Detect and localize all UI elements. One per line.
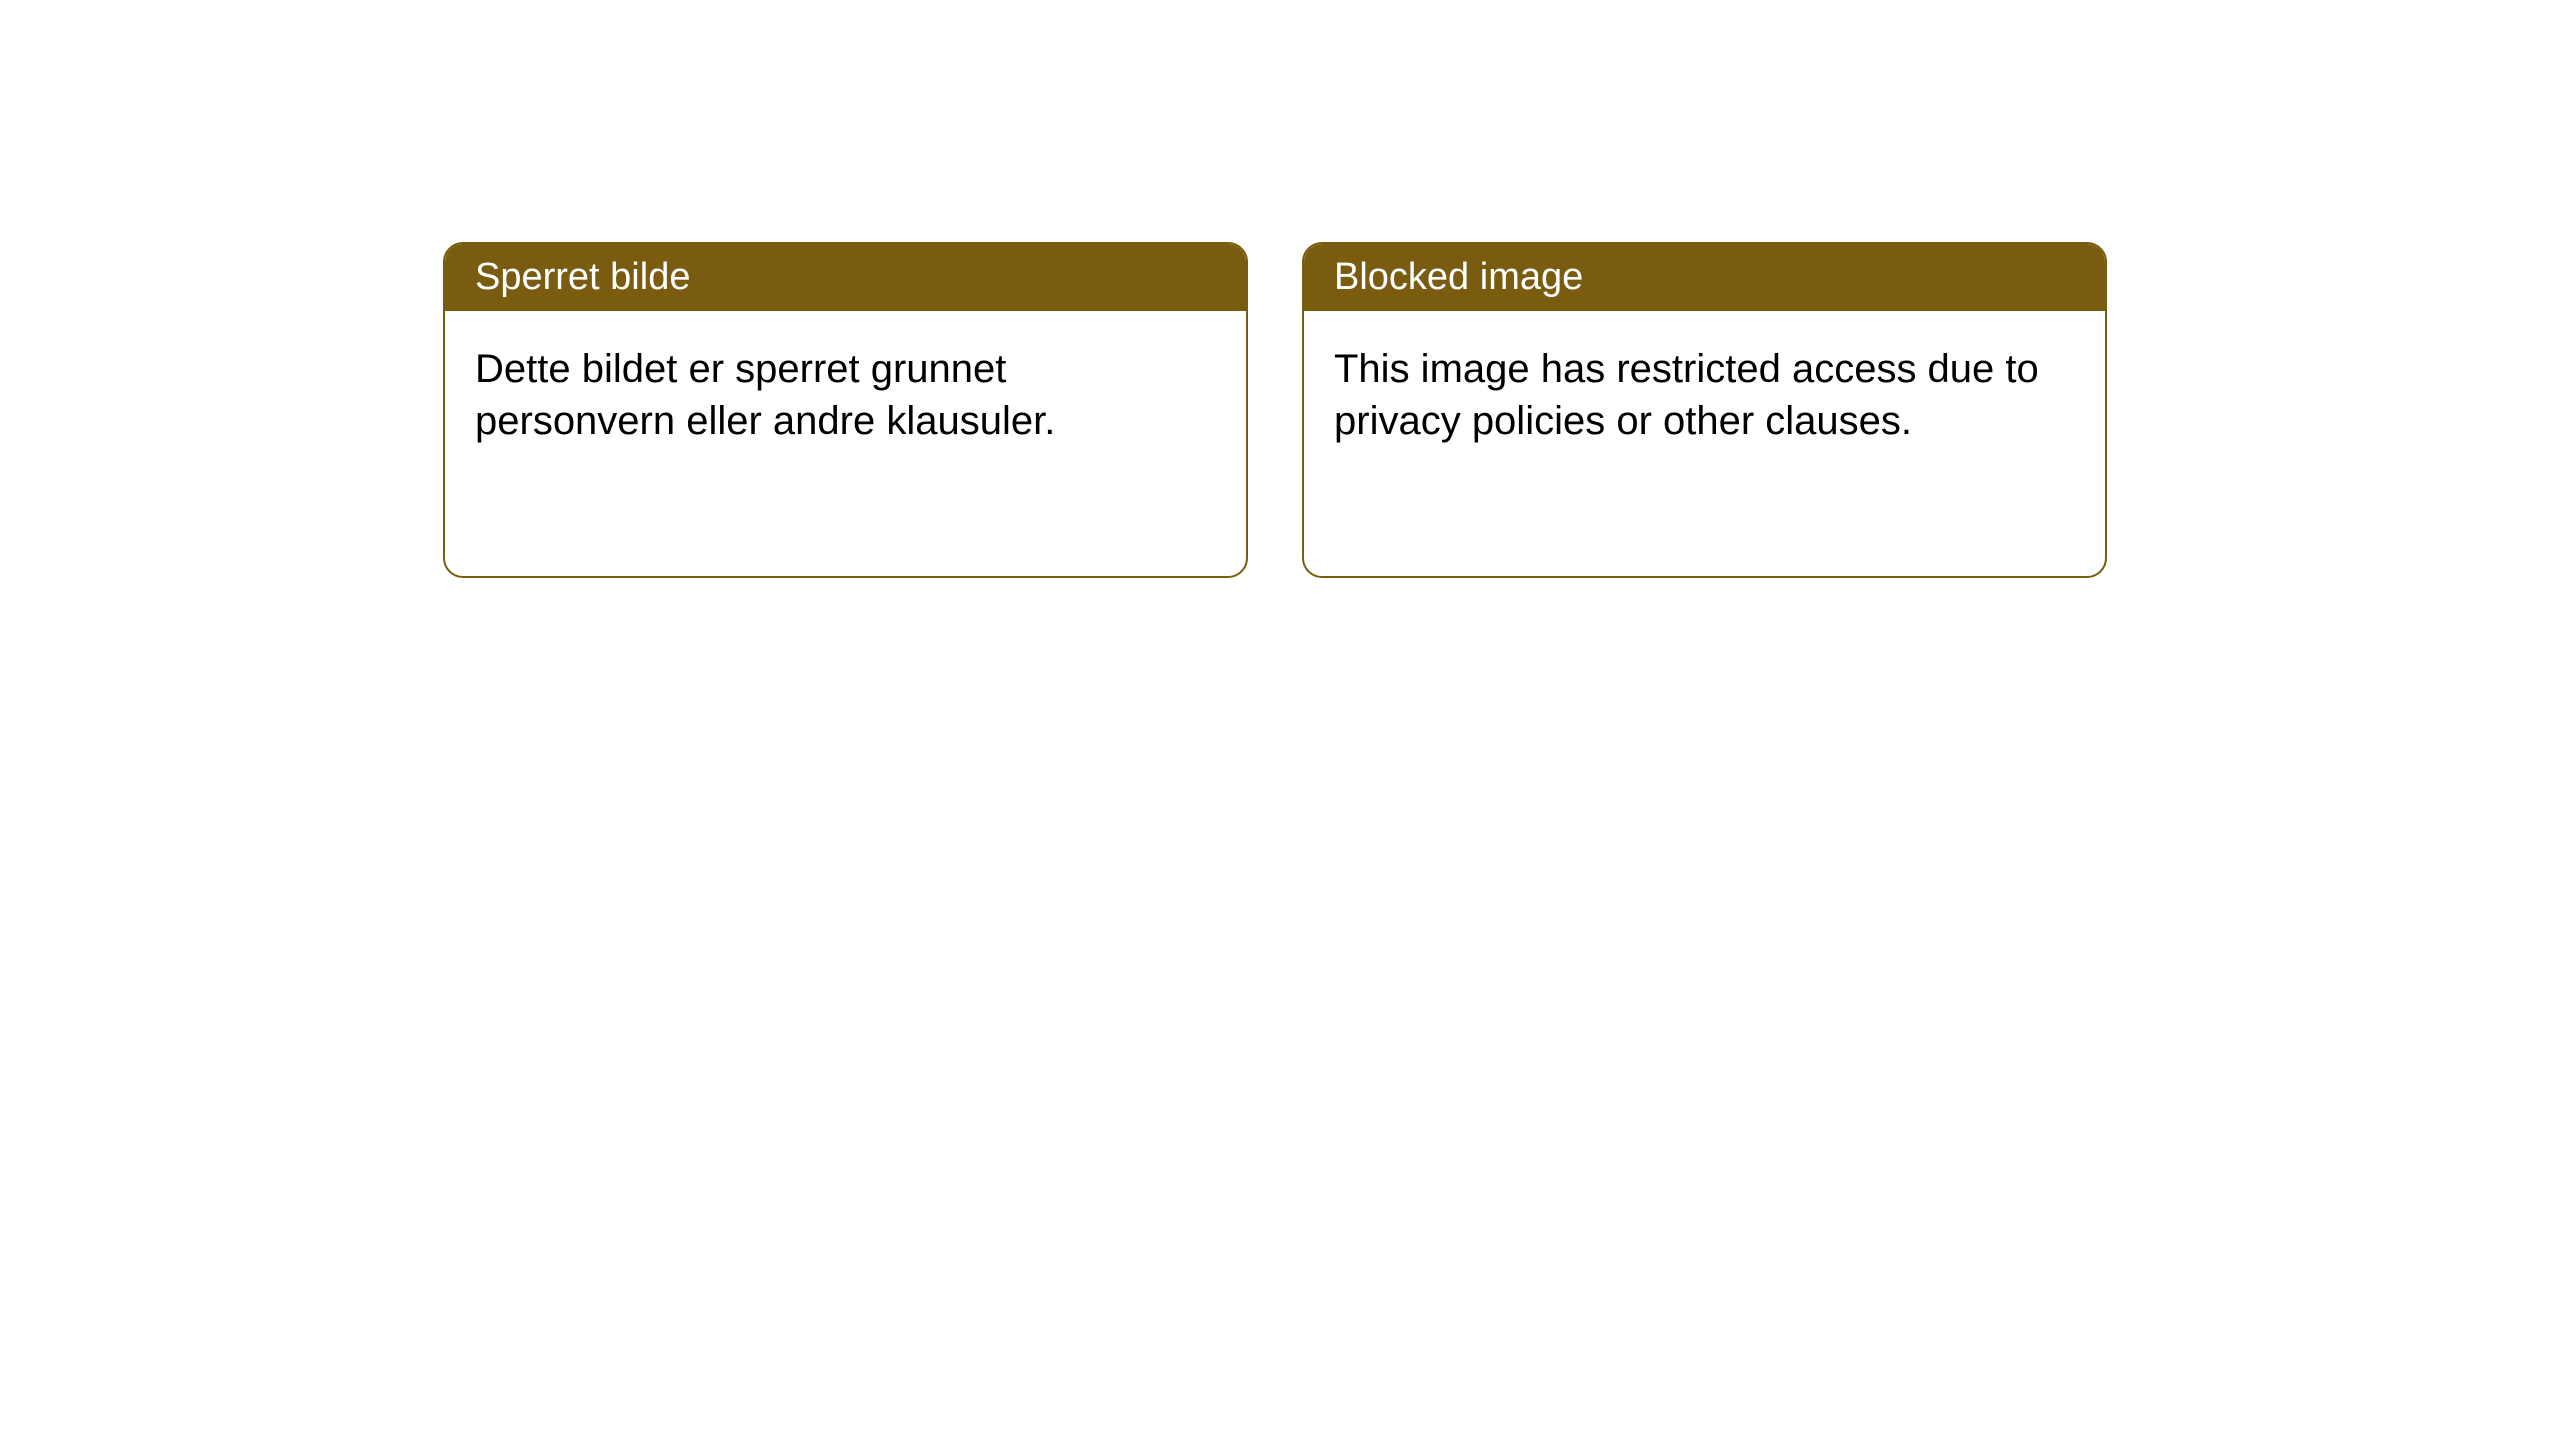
card-body: Dette bildet er sperret grunnet personve… [445, 311, 1246, 576]
notice-container: Sperret bilde Dette bildet er sperret gr… [0, 0, 2560, 578]
blocked-image-card-no: Sperret bilde Dette bildet er sperret gr… [443, 242, 1248, 578]
blocked-image-card-en: Blocked image This image has restricted … [1302, 242, 2107, 578]
card-body: This image has restricted access due to … [1304, 311, 2105, 576]
card-header: Sperret bilde [445, 244, 1246, 311]
card-header: Blocked image [1304, 244, 2105, 311]
card-title: Blocked image [1334, 256, 1583, 298]
card-body-text: This image has restricted access due to … [1334, 347, 2039, 443]
card-body-text: Dette bildet er sperret grunnet personve… [475, 347, 1055, 443]
card-title: Sperret bilde [475, 256, 690, 298]
